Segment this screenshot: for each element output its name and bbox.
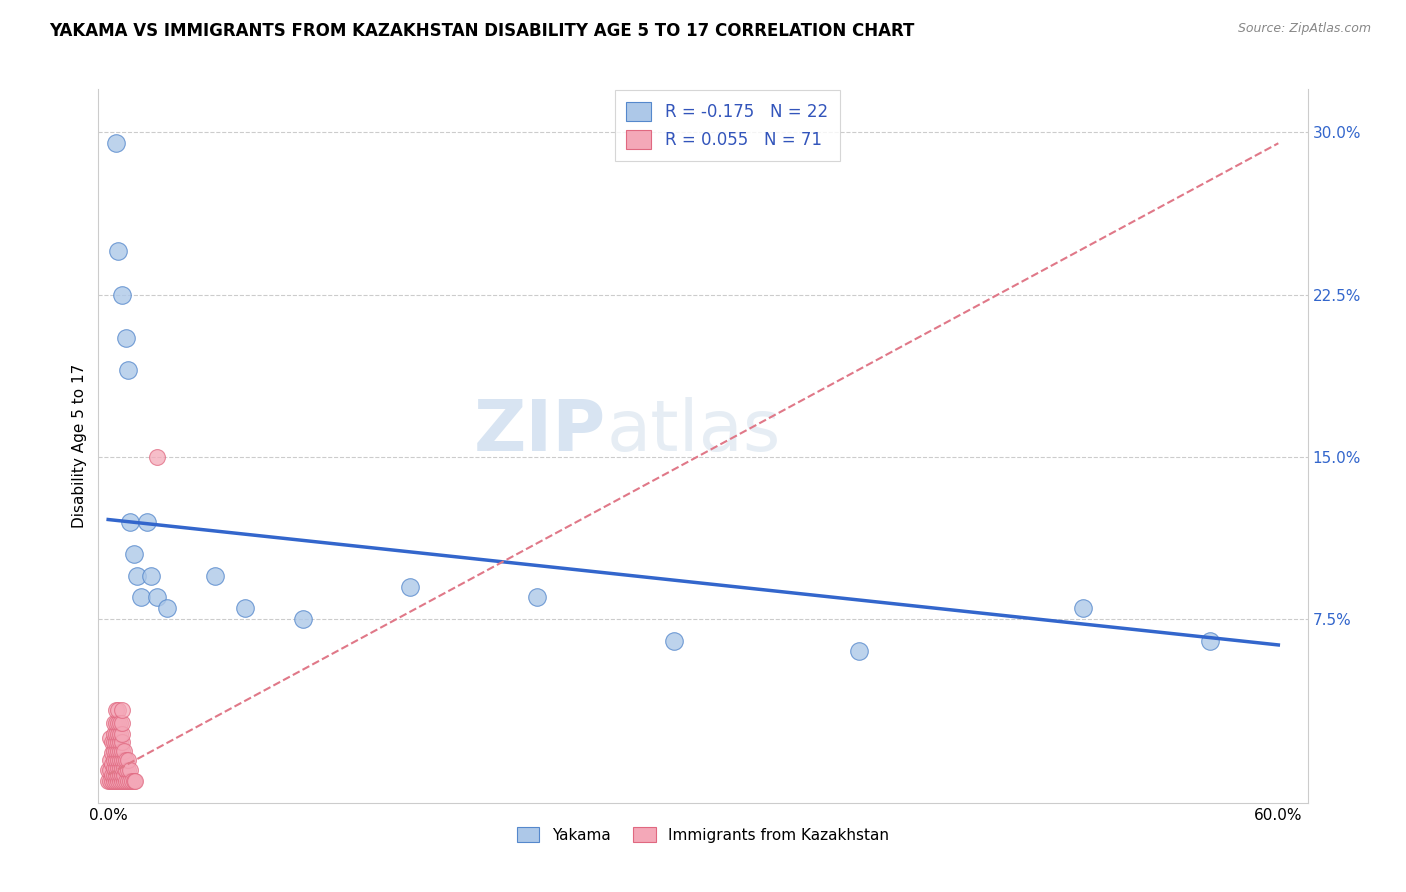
- Point: [107, 761, 129, 775]
- Point: [111, 761, 134, 775]
- Point: [101, 735, 124, 749]
- Point: [111, 703, 134, 717]
- Point: [124, 774, 146, 789]
- Point: [103, 744, 125, 758]
- Point: [107, 753, 129, 767]
- Point: [233, 601, 256, 615]
- Point: [118, 774, 141, 789]
- Point: [104, 744, 127, 758]
- Point: [114, 331, 136, 345]
- Point: [111, 744, 134, 758]
- Point: [111, 287, 134, 301]
- Point: [121, 774, 143, 789]
- Point: [103, 767, 125, 781]
- Point: [111, 715, 134, 730]
- Point: [104, 703, 127, 717]
- Point: [117, 764, 139, 778]
- Point: [104, 753, 127, 767]
- Point: [104, 767, 127, 781]
- Point: [146, 591, 169, 605]
- Point: [107, 244, 129, 259]
- Point: [114, 774, 136, 789]
- Point: [292, 612, 315, 626]
- Point: [112, 761, 135, 775]
- Point: [108, 767, 131, 781]
- Point: [122, 547, 145, 561]
- Point: [103, 774, 125, 789]
- Text: Source: ZipAtlas.com: Source: ZipAtlas.com: [1237, 22, 1371, 36]
- Text: atlas: atlas: [606, 397, 780, 467]
- Point: [108, 726, 131, 740]
- Point: [107, 767, 129, 781]
- Point: [107, 744, 129, 758]
- Point: [108, 744, 131, 758]
- Point: [104, 715, 127, 730]
- Point: [1199, 633, 1222, 648]
- Text: ZIP: ZIP: [474, 397, 606, 467]
- Point: [97, 764, 120, 778]
- Point: [662, 633, 685, 648]
- Point: [107, 774, 129, 789]
- Point: [98, 753, 121, 767]
- Point: [98, 774, 121, 789]
- Point: [107, 703, 129, 717]
- Point: [111, 735, 134, 749]
- Point: [108, 761, 131, 775]
- Point: [146, 450, 169, 464]
- Point: [117, 363, 139, 377]
- Y-axis label: Disability Age 5 to 17: Disability Age 5 to 17: [72, 364, 87, 528]
- Point: [103, 715, 125, 730]
- Point: [118, 515, 141, 529]
- Point: [526, 591, 548, 605]
- Point: [139, 568, 162, 582]
- Point: [108, 735, 131, 749]
- Point: [104, 761, 127, 775]
- Point: [127, 568, 149, 582]
- Point: [107, 726, 129, 740]
- Point: [103, 735, 125, 749]
- Point: [103, 753, 125, 767]
- Point: [101, 767, 124, 781]
- Point: [848, 644, 870, 658]
- Point: [98, 764, 121, 778]
- Point: [117, 774, 139, 789]
- Point: [111, 774, 134, 789]
- Point: [122, 774, 145, 789]
- Legend: Yakama, Immigrants from Kazakhstan: Yakama, Immigrants from Kazakhstan: [510, 821, 896, 848]
- Point: [204, 568, 226, 582]
- Point: [112, 744, 135, 758]
- Point: [118, 764, 141, 778]
- Text: YAKAMA VS IMMIGRANTS FROM KAZAKHSTAN DISABILITY AGE 5 TO 17 CORRELATION CHART: YAKAMA VS IMMIGRANTS FROM KAZAKHSTAN DIS…: [49, 22, 914, 40]
- Point: [112, 753, 135, 767]
- Point: [131, 591, 153, 605]
- Point: [101, 774, 124, 789]
- Point: [399, 580, 422, 594]
- Point: [98, 731, 121, 745]
- Point: [108, 753, 131, 767]
- Point: [117, 753, 139, 767]
- Point: [136, 515, 159, 529]
- Point: [103, 761, 125, 775]
- Point: [111, 726, 134, 740]
- Point: [156, 601, 179, 615]
- Point: [103, 726, 125, 740]
- Point: [1071, 601, 1094, 615]
- Point: [97, 774, 120, 789]
- Point: [114, 753, 136, 767]
- Point: [114, 764, 136, 778]
- Point: [101, 756, 124, 771]
- Point: [112, 774, 135, 789]
- Point: [111, 753, 134, 767]
- Point: [101, 746, 124, 760]
- Point: [107, 715, 129, 730]
- Point: [111, 767, 134, 781]
- Point: [112, 767, 135, 781]
- Point: [108, 774, 131, 789]
- Point: [104, 136, 127, 151]
- Point: [107, 735, 129, 749]
- Point: [108, 715, 131, 730]
- Point: [104, 735, 127, 749]
- Point: [104, 726, 127, 740]
- Point: [104, 774, 127, 789]
